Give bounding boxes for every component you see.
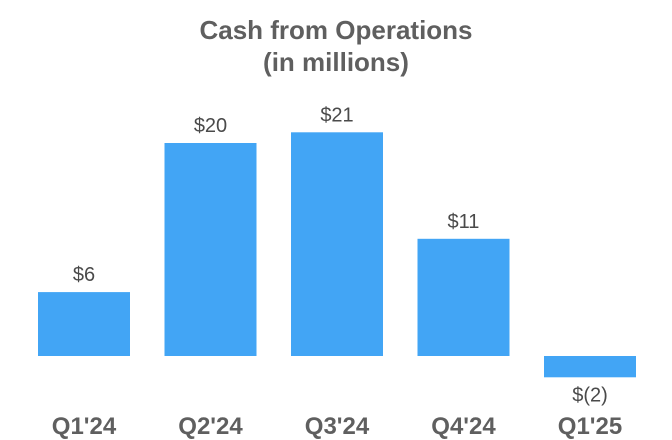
data-label-Q3'24: $21 bbox=[320, 104, 353, 126]
chart-subtitle: (in millions) bbox=[263, 47, 409, 77]
category-label-Q1'24: Q1'24 bbox=[52, 413, 117, 440]
bar-Q2'24 bbox=[164, 143, 257, 356]
category-label-Q2'24: Q2'24 bbox=[178, 413, 243, 440]
category-label-Q3'24: Q3'24 bbox=[305, 413, 370, 440]
bar-Q1'25 bbox=[544, 356, 636, 378]
data-label-Q1'24: $6 bbox=[73, 264, 95, 286]
bar-Q4'24 bbox=[417, 238, 510, 356]
chart-title: Cash from Operations bbox=[199, 15, 473, 45]
category-label-Q4'24: Q4'24 bbox=[431, 413, 496, 440]
category-label-Q1'25: Q1'25 bbox=[558, 413, 622, 440]
data-label-Q4'24: $11 bbox=[448, 211, 480, 233]
data-label-Q2'24: $20 bbox=[194, 115, 227, 137]
data-label-Q1'25: $(2) bbox=[572, 384, 608, 406]
bar-Q1'24 bbox=[38, 292, 130, 356]
bar-Q3'24 bbox=[291, 132, 383, 356]
